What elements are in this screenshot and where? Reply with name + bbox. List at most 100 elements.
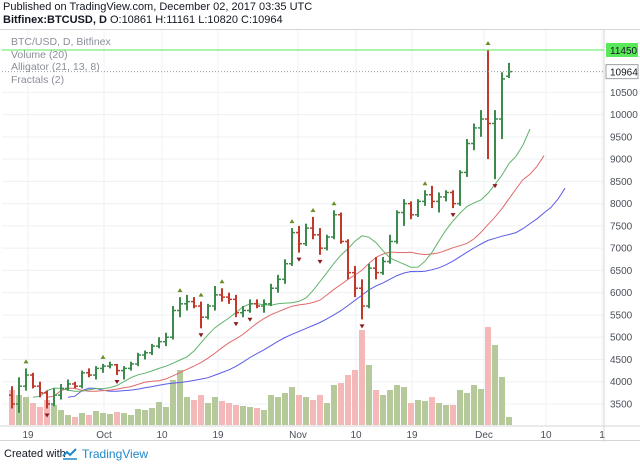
- publish-header: Published on TradingView.com, December 0…: [0, 0, 640, 28]
- volume-bar: [366, 365, 372, 425]
- volume-bar: [338, 383, 344, 425]
- time-axis-label: 19: [212, 430, 224, 441]
- price-axis-label: 7000: [610, 244, 633, 255]
- price-axis-label: 8500: [610, 177, 633, 188]
- volume-bar: [268, 395, 274, 425]
- volume-bar: [51, 405, 57, 425]
- legend-volume[interactable]: Volume (20): [11, 48, 68, 61]
- volume-bar: [93, 411, 99, 425]
- volume-bar: [177, 370, 183, 425]
- time-axis-label: Nov: [289, 430, 307, 441]
- volume-bar: [492, 345, 498, 425]
- price-axis-label: 3500: [610, 400, 633, 411]
- volume-bar: [30, 403, 36, 425]
- volume-bar: [345, 375, 351, 425]
- fractal-down-marker: [114, 380, 120, 385]
- volume-bar: [394, 385, 400, 425]
- last-price-tag: [605, 64, 639, 80]
- tradingview-brand[interactable]: TradingView: [82, 447, 149, 461]
- volume-bar: [387, 390, 393, 425]
- fractal-up-marker: [198, 292, 204, 297]
- published-line: Published on TradingView.com, December 0…: [3, 1, 313, 13]
- volume-bar: [142, 410, 148, 425]
- time-axis-label: 19: [22, 430, 34, 441]
- volume-bar: [401, 387, 407, 425]
- volume-bar: [310, 400, 316, 425]
- volume-bar: [464, 393, 470, 425]
- price-axis-label: 6000: [610, 288, 633, 299]
- price-axis-label: 6500: [610, 266, 633, 277]
- symbol-name[interactable]: Bitfinex:BTCUSD, D: [3, 14, 107, 26]
- volume-bar: [247, 407, 253, 425]
- volume-bar: [100, 413, 106, 425]
- high-price-label: 11450: [610, 46, 638, 57]
- alligator-lips-line: [32, 128, 531, 398]
- volume-bar: [275, 397, 281, 425]
- volume-bar: [289, 387, 295, 425]
- fractal-up-marker: [289, 219, 295, 224]
- volume-bar: [499, 377, 505, 425]
- volume-bar: [408, 403, 414, 425]
- time-axis-label: 1: [599, 430, 605, 441]
- fractal-down-marker: [296, 257, 302, 262]
- created-with-label: Created with: [4, 448, 66, 460]
- volume-bar: [44, 400, 50, 425]
- fractal-up-marker: [219, 279, 225, 284]
- fractal-down-marker: [450, 213, 456, 218]
- volume-bar: [352, 370, 358, 425]
- price-axis-label: 9500: [610, 132, 633, 143]
- volume-bar: [156, 402, 162, 425]
- volume-bar: [485, 327, 491, 425]
- fractal-down-marker: [247, 317, 253, 322]
- fractal-down-marker: [44, 413, 50, 418]
- chart-frame[interactable]: [0, 29, 640, 441]
- chart-legend: BTC/USD, D, Bitfinex Volume (20) Alligat…: [11, 36, 111, 86]
- legend-title: BTC/USD, D, Bitfinex: [11, 36, 111, 48]
- time-axis-label: Dec: [475, 430, 493, 441]
- volume-bar: [429, 397, 435, 425]
- time-axis-label: 10: [540, 430, 552, 441]
- volume-bar: [191, 400, 197, 425]
- legend-alligator[interactable]: Alligator (21, 13, 8): [11, 61, 100, 73]
- fractal-down-marker: [317, 259, 323, 264]
- volume-bar: [436, 403, 442, 425]
- fractal-down-marker: [359, 324, 365, 329]
- volume-bar: [296, 395, 302, 425]
- volume-bar: [121, 413, 127, 425]
- tradingview-logo-icon: [62, 448, 77, 460]
- footer: Created with TradingView: [0, 442, 640, 466]
- volume-bar: [58, 410, 64, 425]
- fractal-down-marker: [233, 322, 239, 327]
- volume-bar: [359, 330, 365, 425]
- volume-bar: [79, 413, 85, 425]
- fractal-up-marker: [422, 181, 428, 186]
- volume-bar: [450, 405, 456, 425]
- fractal-up-marker: [100, 354, 106, 359]
- volume-bar: [205, 403, 211, 425]
- price-axis-label: 10000: [610, 110, 638, 121]
- volume-bar: [107, 414, 113, 425]
- volume-bar: [233, 405, 239, 425]
- price-axis-label: 10500: [610, 88, 638, 99]
- volume-bar: [114, 412, 120, 425]
- price-axis-label: 9000: [610, 155, 633, 166]
- fractal-up-marker: [485, 41, 491, 45]
- legend-fractals[interactable]: Fractals (2): [11, 73, 65, 86]
- volume-bar: [86, 415, 92, 425]
- time-axis-label: Oct: [96, 430, 112, 441]
- volume-bar: [226, 403, 232, 425]
- fractal-up-marker: [331, 201, 337, 206]
- volume-bar: [443, 405, 449, 425]
- volume-bar: [415, 400, 421, 425]
- fractal-up-marker: [310, 207, 316, 212]
- volume-bar: [170, 380, 176, 425]
- ohlc-values: O:10861 H:11161 L:10820 C:10964: [109, 14, 283, 26]
- volume-bar: [282, 393, 288, 425]
- alligator-teeth-line: [46, 155, 545, 398]
- time-axis-label: 10: [350, 430, 362, 441]
- volume-bar: [37, 407, 43, 425]
- volume-bar: [422, 401, 428, 425]
- last-price-label: 10964: [610, 68, 638, 79]
- volume-bar: [380, 395, 386, 425]
